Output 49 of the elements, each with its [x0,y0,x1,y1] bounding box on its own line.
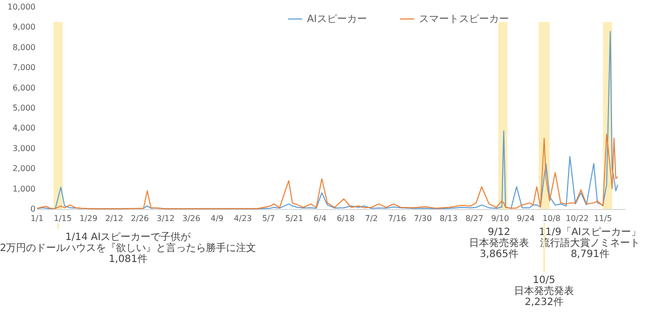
x-tick-label: 3/26 [182,214,200,223]
text: 10/5 [532,275,556,286]
y-tick-label: 5,000 [12,104,36,112]
line-series [36,30,618,210]
x-tick-label: 5/21 [285,214,304,223]
y-tick-label: 10,000 [8,2,36,12]
x-tick-label: 6/18 [336,214,355,223]
y-tick-label: 2,000 [12,164,36,174]
text: 9/12 [488,227,510,238]
x-tick-label: 10/22 [566,214,589,223]
x-tick-label: 8/13 [440,214,458,223]
text: 1/14 AIスピーカーで子供が [65,232,192,243]
line-series [36,134,618,210]
y-tick-label: 8,000 [12,42,36,52]
x-tick-label: 9/24 [516,214,535,223]
y-tick-label: 7,000 [12,63,36,72]
x-tick-label: 1/29 [79,214,98,223]
y-tick-label: 6,000 [12,83,36,92]
x-tick-label: 9/10 [491,214,510,223]
x-tick-label: 1/15 [54,214,72,223]
x-tick-label: 8/27 [465,214,484,223]
x-tick-label: 5/7 [262,214,275,223]
text: 1,081件 [108,254,148,265]
x-tick-label: 7/30 [414,214,432,223]
y-tick-label: 4,000 [12,124,36,133]
text: 11/9「AIスピーカー」 [538,226,642,238]
x-tick-label: 4/9 [210,214,224,223]
y-tick-label: 0 [30,204,36,214]
x-tick-label: 6/4 [314,214,326,223]
x-tick-label: 2/26 [130,214,149,223]
text: 日本発売発表 [514,285,574,297]
x-tick-label: 2/12 [105,214,124,223]
x-tick-label: 7/2 [364,214,378,223]
text: 2万円のドールハウスを『欲しい』と言ったら勝手に注文 [0,242,256,254]
legend-label: スマートスピーカー [419,14,509,25]
legend-label: AIスピーカー [307,14,367,25]
text: 3,865件 [480,249,518,260]
y-tick-label: 1,000 [12,184,36,194]
x-tick-label: 3/12 [156,214,175,223]
x-tick-label: 4/23 [234,214,252,223]
text: 8,791件 [570,249,610,260]
text: 日本発売発表 [469,237,529,249]
x-tick-label: 1/1 [30,214,44,223]
y-tick-label: 9,000 [12,22,36,32]
x-tick-label: 11/5 [594,214,612,223]
x-tick-label: 7/16 [388,214,406,223]
y-tick-label: 3,000 [12,144,36,153]
x-tick-label: 10/8 [542,214,560,223]
text: 2,232件 [524,297,564,308]
